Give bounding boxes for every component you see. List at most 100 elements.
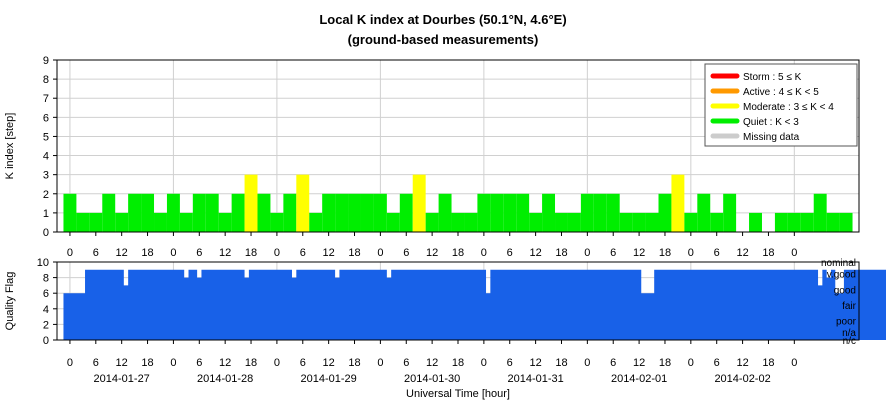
quality-x-tick-label: 0	[377, 357, 383, 369]
k-index-bar	[529, 212, 543, 232]
k-index-bar	[399, 193, 413, 232]
k-index-bar	[373, 193, 387, 232]
k-index-bar	[89, 212, 103, 232]
quality-flag-label: fair	[842, 301, 857, 312]
k-index-bar	[270, 212, 284, 232]
k-index-bar	[257, 193, 271, 232]
k-index-bar	[787, 212, 801, 232]
k-index-bar	[179, 212, 193, 232]
date-label: 2014-02-02	[714, 373, 770, 385]
date-label: 2014-01-31	[507, 373, 563, 385]
k-index-bar	[438, 193, 452, 232]
k-index-bar	[102, 193, 116, 232]
k-index-bar	[464, 212, 478, 232]
quality-x-tick-label: 0	[584, 357, 590, 369]
k-index-bar	[154, 212, 167, 232]
date-label: 2014-02-01	[611, 373, 667, 385]
quality-x-tick-label: 0	[67, 357, 73, 369]
legend-entry-label: Active : 4 ≤ K < 5	[743, 87, 819, 98]
k-index-bar	[697, 193, 711, 232]
quality-x-tick-label: 6	[93, 357, 99, 369]
k-index-bar	[231, 193, 245, 232]
quality-x-tick-label: 12	[633, 357, 645, 369]
quality-flag-label: poor	[836, 317, 857, 328]
k-index-x-tick-label: 0	[481, 247, 487, 259]
quality-y-tick-label: 2	[43, 319, 49, 331]
quality-x-tick-label: 6	[714, 357, 720, 369]
k-index-x-tick-label: 0	[377, 247, 383, 259]
k-index-bar	[244, 174, 258, 232]
k-index-x-tick-label: 18	[555, 247, 567, 259]
k-index-bar	[839, 212, 853, 232]
k-index-bar	[296, 174, 310, 232]
k-index-x-tick-label: 6	[403, 247, 409, 259]
k-index-y-tick-label: 6	[43, 112, 49, 124]
quality-flag-label: n/a	[842, 328, 856, 339]
quality-x-tick-label: 18	[555, 357, 567, 369]
k-index-bar	[580, 193, 594, 232]
quality-x-tick-label: 18	[141, 357, 153, 369]
k-index-y-axis-label: K index [step]	[4, 113, 16, 180]
k-index-x-tick-label: 12	[426, 247, 438, 259]
k-index-bar	[684, 212, 698, 232]
legend-entry-label: Storm : 5 ≤ K	[743, 72, 802, 83]
k-index-x-tick-label: 6	[93, 247, 99, 259]
k-index-x-tick-label: 18	[348, 247, 360, 259]
k-index-bar	[490, 193, 504, 232]
k-index-y-tick-label: 3	[43, 170, 49, 182]
k-index-x-tick-label: 0	[791, 247, 797, 259]
k-index-x-tick-label: 12	[633, 247, 645, 259]
quality-x-tick-label: 18	[659, 357, 671, 369]
quality-x-tick-label: 12	[116, 357, 128, 369]
k-index-x-tick-label: 6	[300, 247, 306, 259]
quality-x-tick-label: 12	[736, 357, 748, 369]
k-index-bar	[76, 212, 90, 232]
k-index-bar	[283, 193, 297, 232]
quality-flag-label: good	[834, 285, 856, 296]
quality-x-tick-label: 18	[452, 357, 464, 369]
k-index-x-tick-label: 0	[274, 247, 280, 259]
k-index-x-tick-label: 0	[584, 247, 590, 259]
k-index-bar	[749, 212, 762, 232]
k-index-bar	[218, 212, 232, 232]
k-index-bar	[451, 212, 465, 232]
quality-x-tick-label: 6	[300, 357, 306, 369]
date-label: 2014-01-27	[94, 373, 150, 385]
k-index-x-tick-label: 0	[688, 247, 694, 259]
k-index-x-tick-label: 18	[245, 247, 257, 259]
k-index-y-tick-label: 8	[43, 74, 49, 86]
k-index-bar	[826, 212, 840, 232]
k-index-bar	[632, 212, 646, 232]
k-index-bar	[567, 212, 581, 232]
k-index-bar	[800, 212, 814, 232]
chart-title: Local K index at Dourbes (50.1°N, 4.6°E)	[319, 12, 566, 27]
quality-x-tick-label: 6	[403, 357, 409, 369]
legend-entry-label: Quiet : K < 3	[743, 117, 799, 128]
quality-x-tick-label: 0	[170, 357, 176, 369]
k-index-bar	[606, 193, 620, 232]
quality-x-tick-label: 18	[348, 357, 360, 369]
quality-x-tick-label: 6	[196, 357, 202, 369]
legend-entry-label: Missing data	[743, 132, 800, 143]
k-index-x-tick-label: 18	[452, 247, 464, 259]
chart-subtitle: (ground-based measurements)	[348, 32, 539, 47]
quality-x-tick-label: 18	[762, 357, 774, 369]
k-index-y-tick-label: 5	[43, 131, 49, 143]
k-index-bar	[723, 193, 737, 232]
k-index-x-tick-label: 6	[714, 247, 720, 259]
quality-flag-label: v.good	[827, 270, 856, 281]
quality-x-tick-label: 0	[481, 357, 487, 369]
k-index-bar	[166, 193, 180, 232]
legend-entry-label: Moderate : 3 ≤ K < 4	[743, 102, 834, 113]
quality-flag-area	[63, 269, 886, 340]
quality-y-tick-label: 8	[43, 273, 49, 285]
k-index-bar	[128, 193, 142, 232]
k-index-bar	[658, 193, 672, 232]
k-index-bar	[516, 193, 530, 232]
quality-y-tick-label: 6	[43, 288, 49, 300]
quality-x-tick-label: 0	[688, 357, 694, 369]
k-index-bar	[542, 193, 556, 232]
quality-x-tick-label: 12	[219, 357, 231, 369]
